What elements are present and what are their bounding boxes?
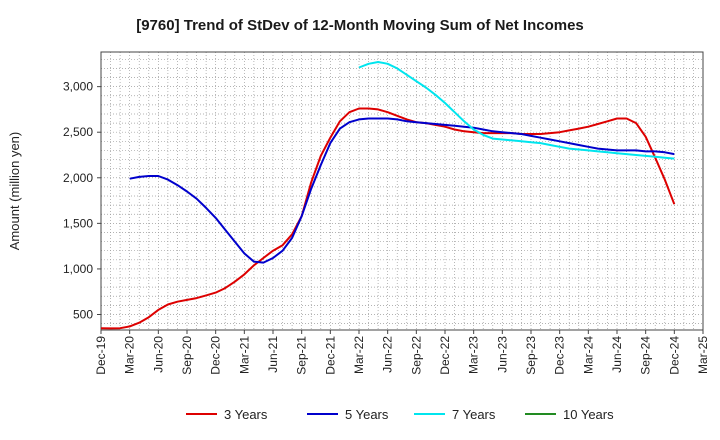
x-tick-label: Dec-21 bbox=[323, 336, 337, 375]
y-tick-label: 3,000 bbox=[63, 80, 93, 94]
grid bbox=[101, 52, 703, 330]
x-tick-label: Jun-21 bbox=[266, 336, 280, 373]
plot-frame bbox=[100, 51, 704, 331]
y-tick-label: 2,000 bbox=[63, 171, 93, 185]
x-tick-label: Dec-20 bbox=[209, 336, 223, 375]
x-axis-ticks: Dec-19 Mar-20 Jun-20 Sep-20 Dec-20 Mar-21 Jun-… bbox=[94, 330, 710, 375]
x-tick-label: Mar-23 bbox=[467, 336, 481, 374]
legend: 3 Years 5 Years 7 Years 10 Years bbox=[186, 407, 614, 422]
legend-label: 3 Years bbox=[224, 407, 268, 422]
x-tick-label: Sep-21 bbox=[295, 336, 309, 375]
x-tick-label: Dec-24 bbox=[667, 336, 681, 375]
y-tick-label: 500 bbox=[73, 308, 93, 322]
x-tick-label: Mar-21 bbox=[237, 336, 251, 374]
series-line-3-years bbox=[100, 107, 676, 330]
chart-title: [9760] Trend of StDev of 12-Month Moving… bbox=[136, 17, 584, 34]
series-line-7-years bbox=[358, 61, 675, 160]
x-tick-label: Jun-24 bbox=[610, 336, 624, 373]
series-lines bbox=[100, 61, 676, 330]
legend-label: 10 Years bbox=[563, 407, 614, 422]
x-tick-label: Mar-24 bbox=[581, 336, 595, 374]
x-tick-label: Mar-22 bbox=[352, 336, 366, 374]
series-line-5-years bbox=[129, 117, 675, 264]
x-tick-label: Mar-20 bbox=[123, 336, 137, 374]
x-tick-label: Sep-24 bbox=[639, 336, 653, 375]
x-tick-label: Dec-22 bbox=[438, 336, 452, 375]
x-tick-label: Mar-25 bbox=[696, 336, 710, 374]
x-tick-label: Jun-22 bbox=[381, 336, 395, 373]
y-axis-ticks: 500 1,000 1,500 2,000 2,500 3,000 bbox=[63, 80, 101, 322]
x-tick-label: Dec-19 bbox=[94, 336, 108, 375]
y-tick-label: 2,500 bbox=[63, 125, 93, 139]
x-tick-label: Jun-20 bbox=[151, 336, 165, 373]
y-tick-label: 1,500 bbox=[63, 216, 93, 230]
legend-label: 5 Years bbox=[345, 407, 389, 422]
x-tick-label: Sep-23 bbox=[524, 336, 538, 375]
x-tick-label: Sep-22 bbox=[409, 336, 423, 375]
legend-label: 7 Years bbox=[452, 407, 496, 422]
x-tick-label: Dec-23 bbox=[553, 336, 567, 375]
y-axis-label: Amount (million yen) bbox=[7, 132, 22, 251]
y-tick-label: 1,000 bbox=[63, 262, 93, 276]
x-tick-label: Jun-23 bbox=[495, 336, 509, 373]
x-tick-label: Sep-20 bbox=[180, 336, 194, 375]
